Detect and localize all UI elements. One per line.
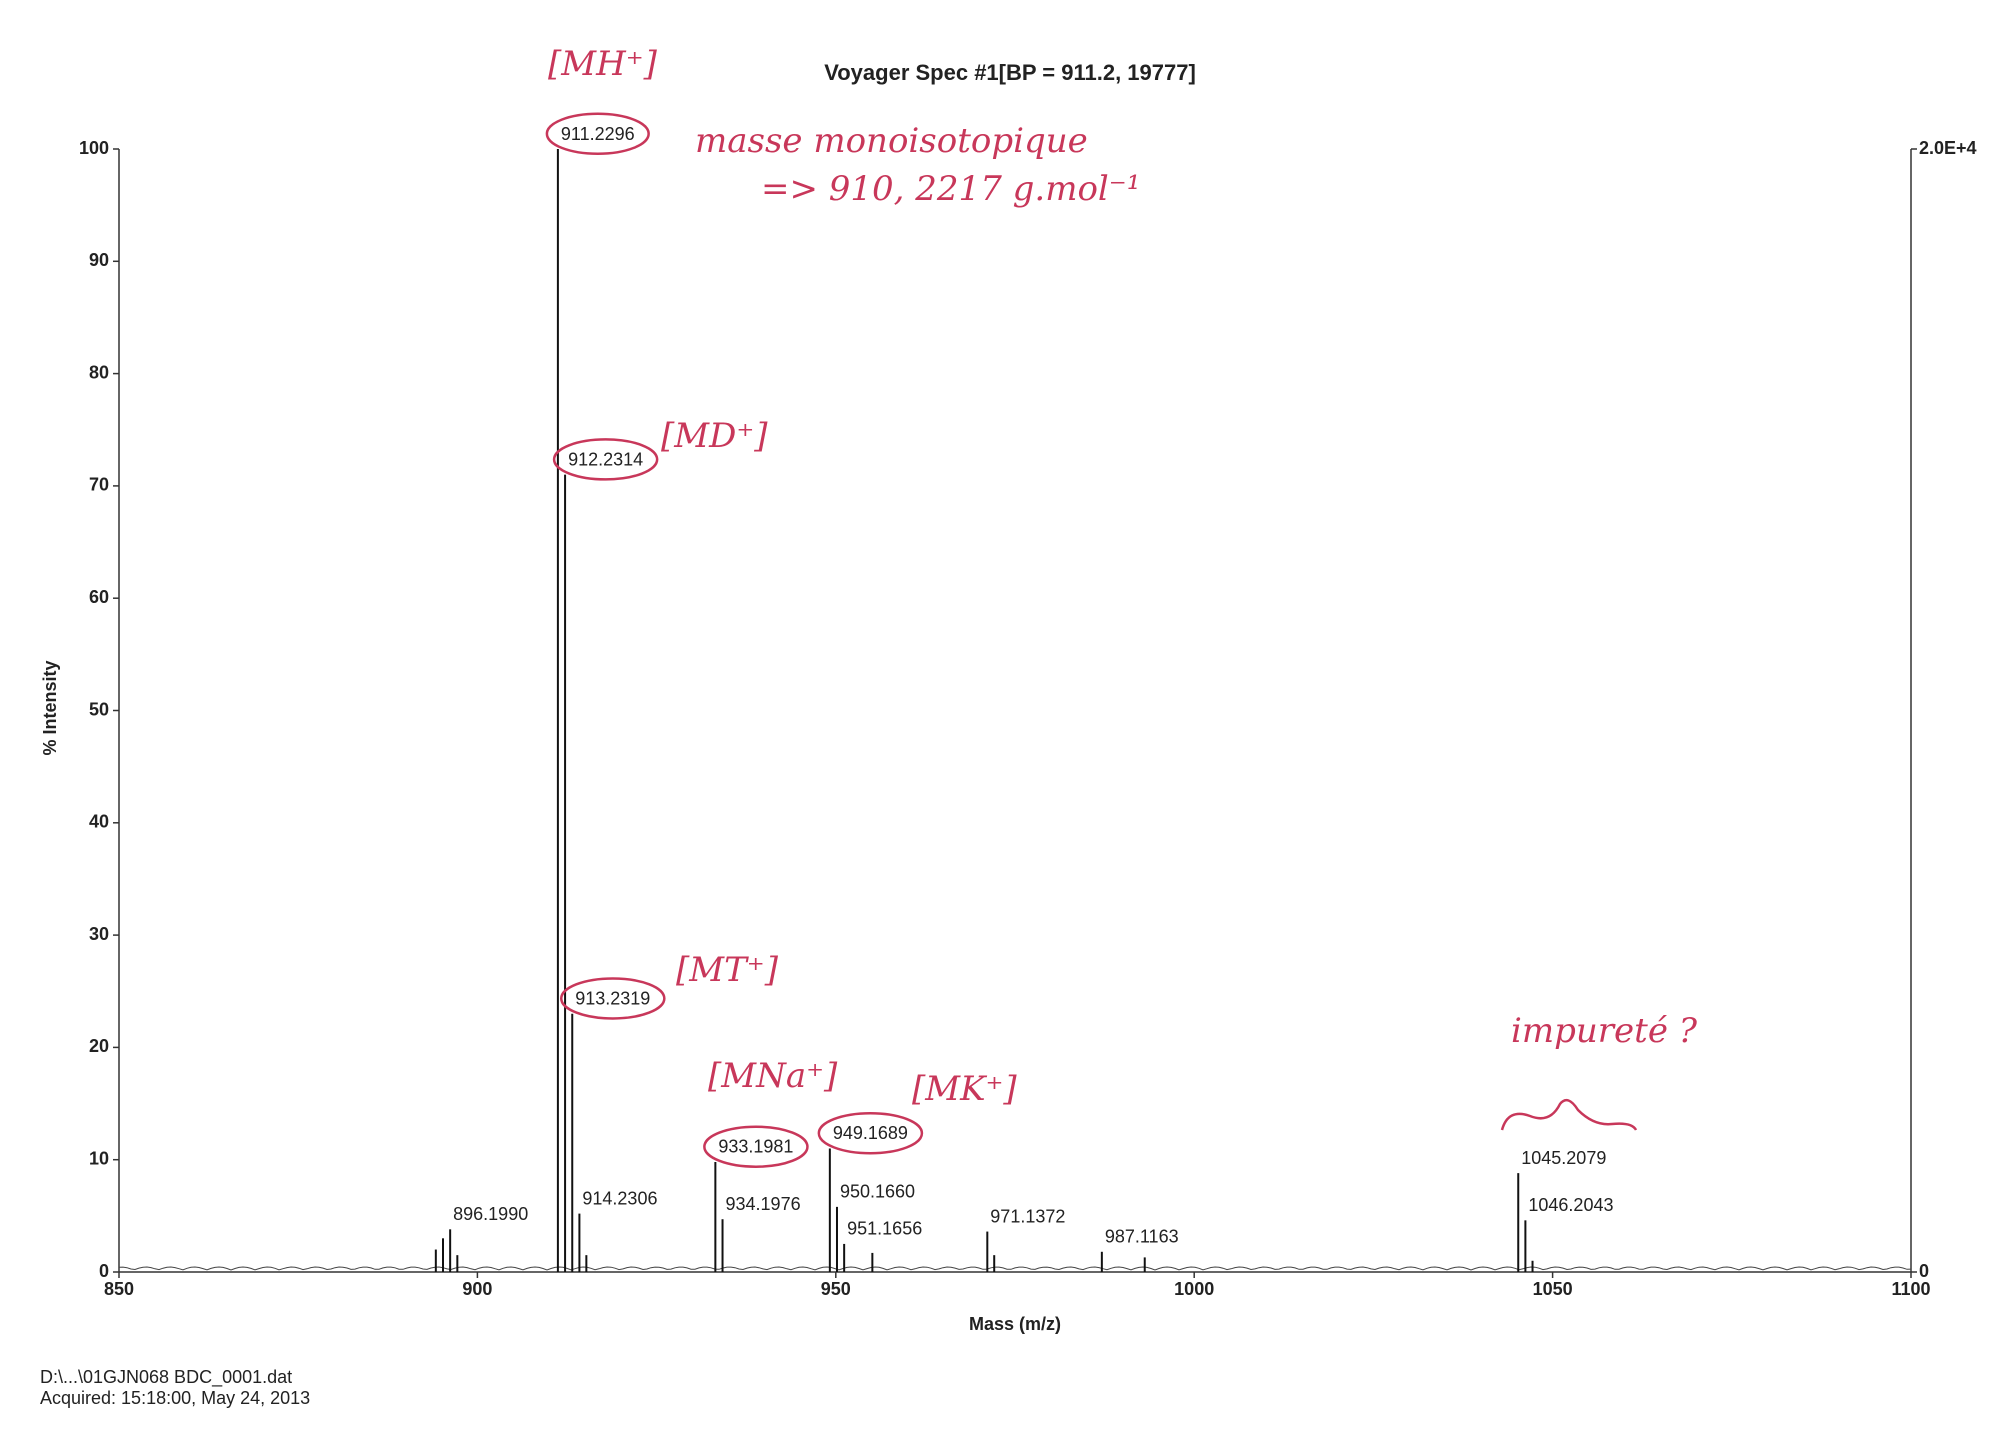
peak-label: 911.2296 — [561, 124, 635, 144]
y-tick-label: 10 — [89, 1148, 109, 1168]
y-tick-label: 20 — [89, 1036, 109, 1056]
peak-label: 971.1372 — [990, 1206, 1065, 1226]
peak-label: 1046.2043 — [1528, 1195, 1613, 1215]
x-tick-label: 1000 — [1174, 1279, 1214, 1299]
handwritten-note: [MH⁺] — [548, 44, 658, 84]
baseline-noise — [118, 1266, 1912, 1271]
peak-label: 949.1689 — [833, 1123, 908, 1143]
peak-label: 933.1981 — [718, 1137, 793, 1157]
y-tick-label: 70 — [89, 475, 109, 495]
x-tick-label: 850 — [104, 1279, 134, 1299]
handwritten-note: => 910, 2217 g.mol⁻¹ — [761, 169, 1140, 209]
footer-acquired: Acquired: 15:18:00, May 24, 2013 — [40, 1388, 310, 1408]
x-axis-label: Mass (m/z) — [969, 1314, 1061, 1334]
annotation-circle — [545, 112, 650, 155]
annotation-circle — [552, 438, 659, 481]
y2-tick-label: 2.0E+4 — [1919, 138, 1977, 158]
annotation-circle — [817, 1111, 924, 1155]
handwritten-note: [MNa⁺] — [708, 1056, 838, 1096]
handwritten-note: impureté ? — [1511, 1011, 1698, 1051]
y-tick-label: 90 — [89, 250, 109, 270]
chart-title: Voyager Spec #1[BP = 911.2, 19777] — [824, 60, 1196, 85]
handwritten-note: [MT⁺] — [676, 950, 779, 990]
peak-label: 913.2319 — [575, 988, 650, 1008]
peak-label: 896.1990 — [453, 1204, 528, 1224]
peak-label: 914.2306 — [582, 1188, 657, 1208]
y-tick-label: 40 — [89, 812, 109, 832]
peak-label: 951.1656 — [847, 1219, 922, 1239]
x-tick-label: 950 — [821, 1279, 851, 1299]
annotation-circle — [703, 1125, 809, 1168]
peak-label: 987.1163 — [1105, 1227, 1179, 1247]
y-tick-label: 0 — [99, 1261, 109, 1281]
y-axis-label: % Intensity — [40, 660, 60, 755]
x-tick-label: 900 — [462, 1279, 492, 1299]
handwritten-note: masse monoisotopique — [695, 121, 1088, 161]
peak-label: 1045.2079 — [1521, 1148, 1606, 1168]
peak-label: 934.1976 — [726, 1194, 801, 1214]
y-tick-label: 100 — [79, 138, 109, 158]
brace — [1500, 1098, 1638, 1131]
handwritten-note: [MD⁺] — [661, 416, 768, 456]
y2-tick-label: 0 — [1919, 1261, 1929, 1281]
footer-file: D:\...\01GJN068 BDC_0001.dat — [40, 1367, 292, 1388]
peak-label: 950.1660 — [840, 1182, 915, 1202]
annotation-circle — [559, 977, 666, 1020]
y-tick-label: 30 — [89, 924, 109, 944]
y-tick-label: 80 — [89, 362, 109, 382]
peak-label: 912.2314 — [568, 449, 643, 469]
x-tick-label: 1100 — [1891, 1279, 1930, 1299]
handwritten-note: [MK⁺] — [912, 1069, 1017, 1109]
y-tick-label: 60 — [89, 587, 109, 607]
y-tick-label: 50 — [89, 699, 109, 719]
x-tick-label: 1050 — [1533, 1279, 1573, 1299]
